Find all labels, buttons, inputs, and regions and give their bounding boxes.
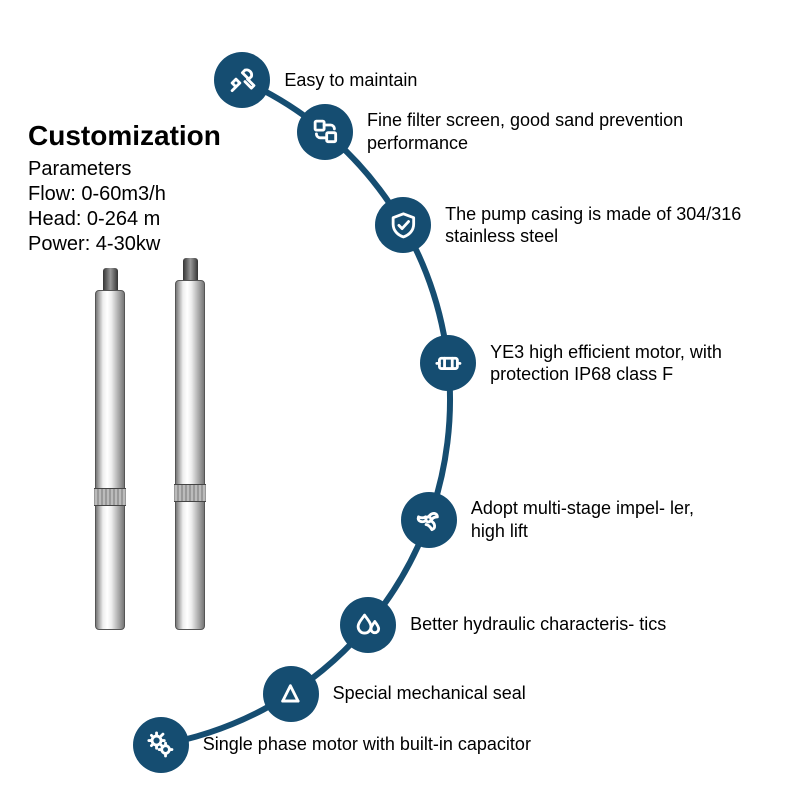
seal-icon — [263, 666, 319, 722]
param-flow: Flow: 0-60m3/h — [28, 183, 221, 206]
param-head: Head: 0-264 m — [28, 208, 221, 231]
feature-label: Adopt multi-stage impel- ler, high lift — [471, 497, 731, 542]
pump-image — [95, 290, 125, 630]
customization-title: Customization — [28, 120, 221, 152]
filter-icon — [297, 104, 353, 160]
customization-block: Customization Parameters Flow: 0-60m3/h … — [28, 120, 221, 256]
feature-label: Special mechanical seal — [333, 682, 613, 705]
feature-label: The pump casing is made of 304/316 stain… — [445, 203, 745, 248]
shield-icon — [375, 197, 431, 253]
drops-icon — [340, 597, 396, 653]
parameters-label: Parameters — [28, 158, 221, 181]
param-power: Power: 4-30kw — [28, 233, 221, 256]
gears-icon — [133, 717, 189, 773]
fan-icon — [401, 492, 457, 548]
feature-label: Easy to maintain — [284, 69, 544, 92]
feature-label: YE3 high efficient motor, with protectio… — [490, 341, 770, 386]
feature-label: Single phase motor with built-in capacit… — [203, 733, 603, 756]
feature-label: Better hydraulic characteris- tics — [410, 613, 690, 636]
pump-image — [175, 280, 205, 630]
feature-label: Fine filter screen, good sand prevention… — [367, 109, 747, 154]
